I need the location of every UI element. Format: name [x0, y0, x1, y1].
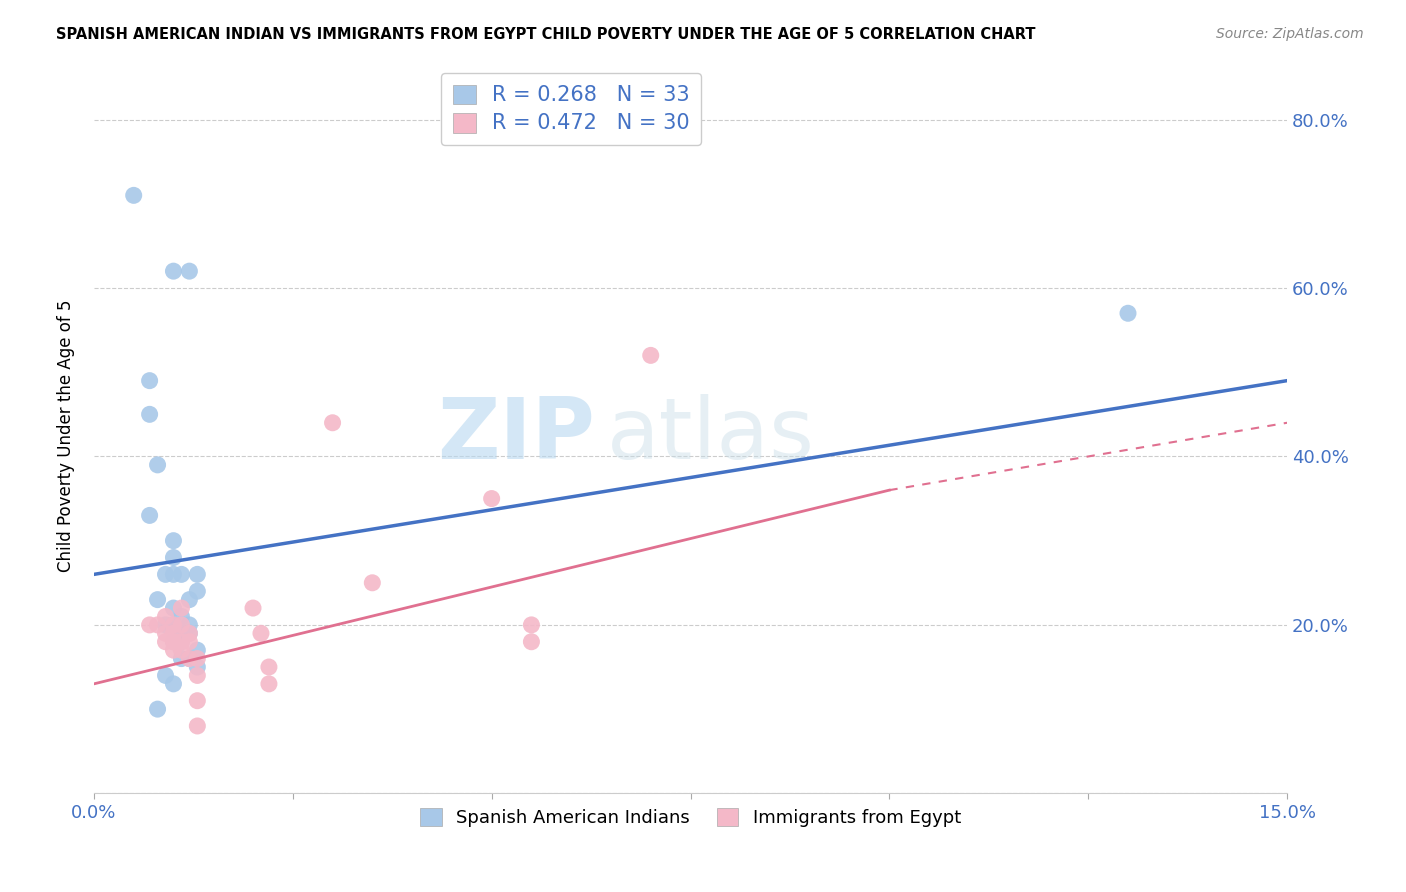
Point: [162, 634, 184, 648]
Point: [186, 584, 208, 599]
Point: [155, 634, 177, 648]
Point: [186, 567, 208, 582]
Point: [186, 719, 208, 733]
Point: [179, 626, 201, 640]
Point: [186, 694, 208, 708]
Point: [186, 643, 208, 657]
Point: [122, 188, 145, 202]
Point: [162, 264, 184, 278]
Point: [146, 702, 169, 716]
Point: [138, 618, 160, 632]
Point: [162, 601, 184, 615]
Text: SPANISH AMERICAN INDIAN VS IMMIGRANTS FROM EGYPT CHILD POVERTY UNDER THE AGE OF : SPANISH AMERICAN INDIAN VS IMMIGRANTS FR…: [56, 27, 1036, 42]
Point: [520, 634, 543, 648]
Point: [322, 416, 344, 430]
Point: [155, 618, 177, 632]
Point: [179, 626, 201, 640]
Point: [146, 618, 169, 632]
Point: [520, 618, 543, 632]
Point: [481, 491, 503, 506]
Point: [257, 677, 280, 691]
Text: atlas: atlas: [607, 394, 815, 477]
Point: [361, 575, 384, 590]
Text: ZIP: ZIP: [437, 394, 595, 477]
Point: [170, 601, 193, 615]
Point: [162, 533, 184, 548]
Point: [162, 618, 184, 632]
Point: [162, 550, 184, 565]
Point: [170, 609, 193, 624]
Point: [170, 651, 193, 665]
Point: [170, 567, 193, 582]
Point: [179, 634, 201, 648]
Point: [179, 651, 201, 665]
Point: [162, 626, 184, 640]
Point: [179, 264, 201, 278]
Text: Source: ZipAtlas.com: Source: ZipAtlas.com: [1216, 27, 1364, 41]
Point: [170, 618, 193, 632]
Point: [179, 618, 201, 632]
Point: [146, 592, 169, 607]
Point: [138, 374, 160, 388]
Point: [170, 634, 193, 648]
Point: [170, 626, 193, 640]
Point: [155, 567, 177, 582]
Point: [186, 668, 208, 682]
Point: [186, 651, 208, 665]
Point: [640, 348, 662, 362]
Point: [162, 634, 184, 648]
Point: [155, 668, 177, 682]
Point: [162, 567, 184, 582]
Point: [242, 601, 264, 615]
Point: [162, 643, 184, 657]
Point: [162, 618, 184, 632]
Point: [179, 592, 201, 607]
Point: [1116, 306, 1139, 320]
Point: [162, 677, 184, 691]
Y-axis label: Child Poverty Under the Age of 5: Child Poverty Under the Age of 5: [58, 299, 75, 572]
Point: [257, 660, 280, 674]
Point: [250, 626, 273, 640]
Point: [170, 634, 193, 648]
Point: [138, 508, 160, 523]
Point: [155, 609, 177, 624]
Point: [138, 408, 160, 422]
Point: [179, 651, 201, 665]
Point: [170, 643, 193, 657]
Point: [155, 626, 177, 640]
Point: [146, 458, 169, 472]
Legend: Spanish American Indians, Immigrants from Egypt: Spanish American Indians, Immigrants fro…: [412, 801, 969, 834]
Point: [186, 660, 208, 674]
